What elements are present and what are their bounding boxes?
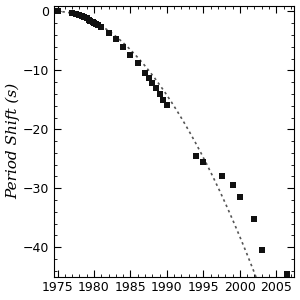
Point <box>77 12 82 17</box>
Point <box>92 20 96 25</box>
Point <box>230 183 235 188</box>
Point <box>79 13 84 18</box>
Point <box>143 70 148 75</box>
Point <box>94 22 99 26</box>
Point <box>219 174 224 179</box>
Point <box>128 52 133 57</box>
Point <box>86 17 91 22</box>
Point <box>55 9 60 14</box>
Point <box>84 16 89 21</box>
Point <box>146 75 151 80</box>
Point <box>237 195 242 200</box>
Point <box>88 18 93 23</box>
Point <box>90 20 95 24</box>
Point <box>154 85 158 90</box>
Point <box>135 61 140 66</box>
Point <box>259 248 264 253</box>
Point <box>201 159 206 164</box>
Point <box>70 10 75 15</box>
Point <box>99 25 104 30</box>
Point <box>157 91 162 96</box>
Point <box>161 97 166 102</box>
Point <box>74 11 78 16</box>
Point <box>96 23 101 28</box>
Point <box>106 31 111 35</box>
Point <box>285 272 290 277</box>
Point <box>121 44 126 49</box>
Point <box>164 103 169 108</box>
Point <box>113 37 118 42</box>
Point <box>81 14 86 19</box>
Point <box>194 153 199 158</box>
Y-axis label: Period Shift (s): Period Shift (s) <box>6 83 20 199</box>
Point <box>252 216 257 221</box>
Point <box>150 80 155 85</box>
